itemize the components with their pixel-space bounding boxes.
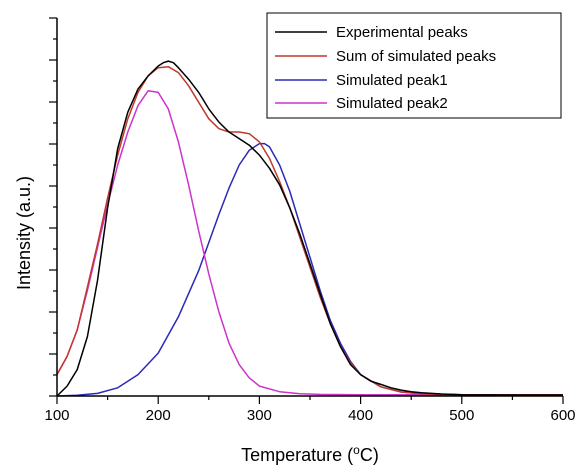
legend-label-peak1: Simulated peak1 xyxy=(336,72,448,89)
x-tick-label: 400 xyxy=(348,407,373,424)
x-axis-title-degree: o xyxy=(353,443,360,457)
x-axis-title-unit: C) xyxy=(360,445,379,465)
legend-label-sum: Sum of simulated peaks xyxy=(336,48,496,65)
x-axis-title-main: Temperature ( xyxy=(241,445,353,465)
x-axis-ticks xyxy=(56,396,564,404)
x-tick-label: 100 xyxy=(44,407,69,424)
y-axis-title: Intensity (a.u.) xyxy=(14,176,34,290)
x-tick-label: 500 xyxy=(449,407,474,424)
x-axis-title: Temperature (oC) xyxy=(241,443,379,465)
legend-label-experimental: Experimental peaks xyxy=(336,24,468,41)
series-line-3 xyxy=(56,90,563,396)
plot-series xyxy=(56,60,564,397)
legend: Experimental peaks Sum of simulated peak… xyxy=(266,12,562,119)
x-tick-label: 300 xyxy=(247,407,272,424)
legend-box xyxy=(266,12,562,119)
x-axis-tick-labels: 100 200 300 400 500 600 xyxy=(44,407,575,424)
x-tick-label: 200 xyxy=(146,407,171,424)
series-line-0 xyxy=(56,60,563,397)
legend-label-peak2: Simulated peak2 xyxy=(336,95,448,112)
x-tick-label: 600 xyxy=(550,407,575,424)
